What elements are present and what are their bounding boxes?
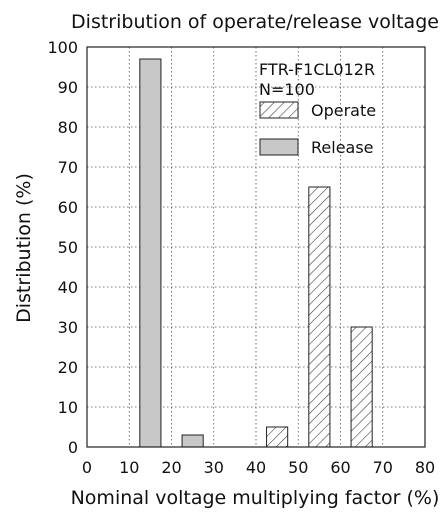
x-tick-label: 20 (161, 458, 181, 477)
y-tick-label: 10 (58, 398, 78, 417)
legend-swatch-release (259, 138, 299, 156)
x-tick-label: 30 (204, 458, 224, 477)
x-axis-label: Nominal voltage multiplying factor (%) (71, 487, 440, 509)
x-tick-label: 10 (119, 458, 139, 477)
bar-release (181, 434, 204, 448)
x-tick-label: 0 (82, 458, 92, 477)
bar-operate (308, 186, 331, 448)
y-tick-label: 40 (58, 278, 78, 297)
x-tick-label: 80 (415, 458, 435, 477)
legend: FTR-F1CL012R N=100 Operate Release (259, 60, 376, 157)
x-tick-label: 70 (373, 458, 393, 477)
chart-title: Distribution of operate/release voltage (71, 11, 439, 33)
bar-operate (266, 426, 289, 448)
bar-operate (350, 326, 373, 448)
y-tick-label: 0 (68, 438, 78, 457)
y-tick-label: 20 (58, 358, 78, 377)
legend-swatch-operate (259, 101, 299, 119)
y-tick-labels: 0 10 20 30 40 50 60 70 80 90 100 (47, 38, 78, 457)
legend-label-release: Release (311, 138, 374, 157)
annotation-model: FTR-F1CL012R (259, 60, 375, 79)
y-axis-label: Distribution (%) (13, 173, 35, 323)
y-tick-label: 30 (58, 318, 78, 337)
y-tick-label: 50 (58, 238, 78, 257)
y-tick-label: 60 (58, 198, 78, 217)
plot-frame (86, 46, 426, 448)
x-tick-label: 60 (330, 458, 350, 477)
legend-label-operate: Operate (311, 101, 376, 120)
x-tick-labels: 0 10 20 30 40 50 60 70 80 (82, 458, 435, 477)
bar-release (139, 58, 162, 448)
y-tick-label: 100 (47, 38, 78, 57)
annotation-sample-size: N=100 (259, 80, 315, 99)
y-tick-label: 70 (58, 158, 78, 177)
bars (139, 58, 373, 448)
x-tick-label: 40 (246, 458, 266, 477)
y-tick-label: 90 (58, 78, 78, 97)
y-tick-label: 80 (58, 118, 78, 137)
x-tick-label: 50 (288, 458, 308, 477)
